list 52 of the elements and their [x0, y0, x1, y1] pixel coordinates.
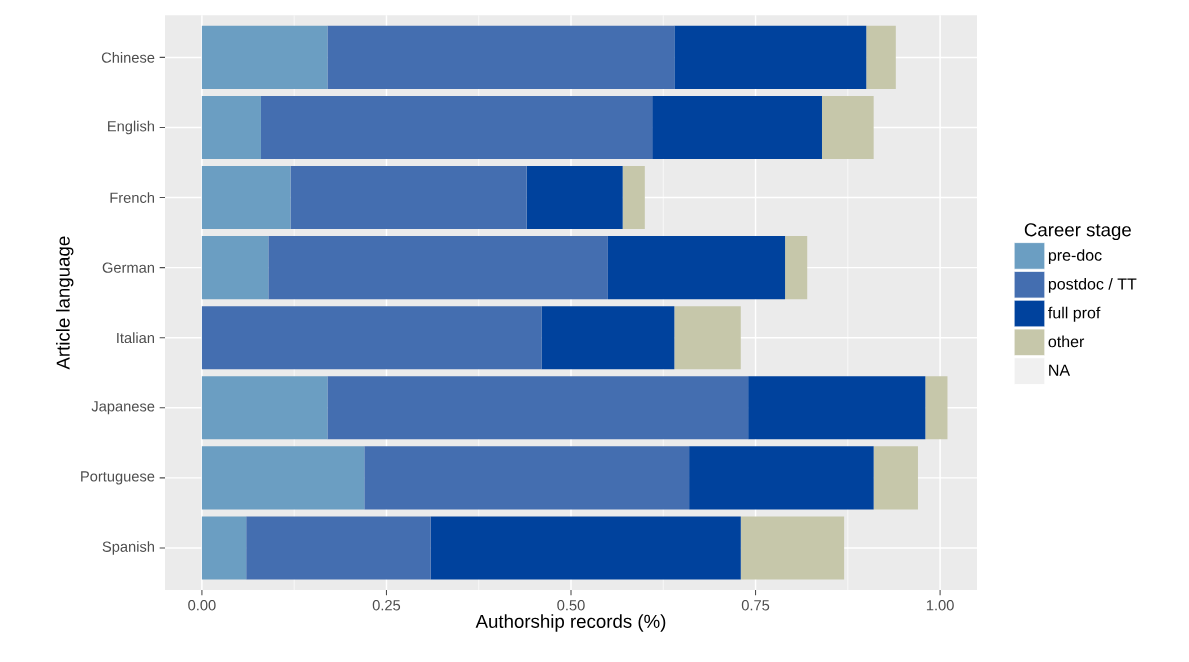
bar	[541, 306, 675, 370]
x-tick-label: 1.00	[926, 600, 954, 611]
legend-label: other	[1048, 335, 1085, 348]
legend-label: pre-doc	[1048, 249, 1102, 265]
bar	[430, 516, 741, 580]
x-tick-label: 0.00	[188, 600, 216, 611]
legend-label: full prof	[1048, 306, 1101, 322]
bar	[652, 95, 822, 160]
bar	[607, 236, 786, 300]
bar	[674, 306, 741, 370]
bar	[327, 376, 749, 440]
bar	[674, 25, 867, 89]
y-tick-label: Italian	[117, 332, 154, 344]
bar	[246, 516, 431, 580]
y-tick-label: French	[110, 192, 154, 203]
bar	[201, 95, 261, 160]
legend-label: NA	[1049, 364, 1071, 376]
y-tick-label: German	[102, 262, 154, 273]
y-axis-title: Article language	[56, 236, 74, 370]
bar	[873, 446, 918, 510]
bar	[925, 376, 948, 440]
text: postdoc / TT	[1048, 277, 1137, 293]
bar	[290, 166, 527, 230]
y-tick-label: Spanish	[102, 541, 154, 555]
bar	[201, 236, 269, 300]
bar	[327, 25, 675, 89]
y-tick-label: English	[108, 120, 154, 135]
bar	[201, 25, 328, 89]
x-tick-label: 0.25	[372, 600, 401, 611]
bar	[364, 446, 690, 510]
bar	[201, 306, 542, 370]
bar	[260, 95, 653, 160]
bar	[785, 236, 808, 300]
bar	[866, 25, 896, 89]
x-axis-title: Authorship records (%)	[475, 614, 666, 632]
bar	[821, 95, 874, 160]
y-tick-label: Chinese	[101, 52, 155, 63]
bar	[201, 516, 247, 580]
bar	[201, 446, 365, 510]
bar	[622, 166, 645, 230]
y-tick-label: Portuguese	[81, 471, 155, 485]
bar	[268, 236, 608, 300]
x-tick-label: 0.50	[557, 600, 585, 611]
bar	[201, 376, 328, 440]
bar	[689, 446, 874, 510]
bar	[748, 376, 926, 440]
legend-title: Career stage	[1024, 223, 1131, 241]
bar	[201, 166, 291, 230]
x-tick-label: 0.75	[741, 600, 770, 611]
bar	[526, 166, 623, 230]
y-tick-label: Japanese	[91, 401, 155, 415]
bar	[740, 516, 845, 580]
